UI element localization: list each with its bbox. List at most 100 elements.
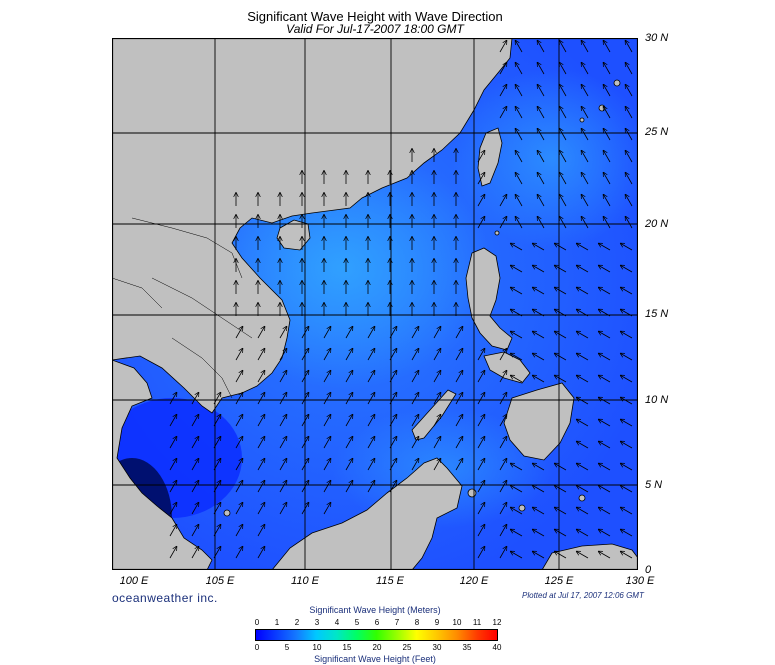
direction-arrow [455, 459, 463, 471]
direction-arrow [577, 486, 589, 493]
direction-arrow [235, 415, 243, 427]
colorbar-feet-ticks: 0 5 10 15 20 25 30 35 40 [0, 643, 775, 654]
chart-title: Significant Wave Height with Wave Direct… [247, 9, 503, 24]
direction-arrow [582, 217, 589, 229]
malay-peninsula [112, 359, 213, 570]
direction-arrow [511, 376, 523, 383]
direction-arrow [323, 481, 331, 493]
feet-tick: 0 [254, 643, 260, 652]
direction-arrow [235, 327, 243, 339]
direction-arrow [411, 437, 419, 449]
lat-lon-grid [112, 38, 638, 570]
direction-arrow [257, 415, 265, 427]
colorbar-title-meters: Significant Wave Height (Meters) [309, 605, 441, 615]
direction-arrow [621, 332, 633, 339]
direction-arrow [499, 217, 507, 229]
direction-arrow [499, 393, 507, 405]
direction-arrow [555, 530, 567, 537]
direction-arrow [257, 437, 265, 449]
direction-arrow [499, 415, 507, 427]
direction-arrow [511, 508, 523, 515]
direction-arrow [477, 393, 485, 405]
direction-arrow [621, 288, 633, 295]
direction-arrow [345, 393, 353, 405]
direction-arrow [555, 244, 567, 251]
meter-tick: 1 [274, 618, 280, 627]
direction-arrow [560, 173, 567, 185]
direction-arrow [499, 85, 507, 97]
direction-arrow [477, 151, 485, 163]
direction-arrow [555, 376, 567, 383]
wave-direction-arrows [169, 41, 633, 559]
direction-arrow [411, 327, 419, 339]
meter-tick: 7 [394, 618, 400, 627]
direction-arrow [582, 63, 589, 75]
direction-arrow [279, 371, 287, 383]
feet-tick: 15 [342, 643, 352, 652]
direction-arrow [323, 371, 331, 383]
direction-arrow [257, 327, 265, 339]
direction-arrow [323, 349, 331, 361]
meter-tick: 8 [414, 618, 420, 627]
direction-arrow [257, 349, 265, 361]
direction-arrow [538, 129, 545, 141]
direction-arrow [477, 217, 485, 229]
direction-arrow [191, 437, 199, 449]
direction-arrow [577, 288, 589, 295]
direction-arrow [169, 415, 177, 427]
direction-arrow [533, 552, 545, 559]
direction-arrow [516, 107, 523, 119]
direction-arrow [499, 503, 507, 515]
direction-arrow [345, 437, 353, 449]
direction-arrow [433, 349, 441, 361]
direction-arrow [555, 552, 567, 559]
direction-arrow [538, 173, 545, 185]
direction-arrow [169, 525, 177, 537]
direction-arrow [433, 437, 441, 449]
direction-arrow [367, 437, 375, 449]
direction-arrow [191, 481, 199, 493]
direction-arrow [538, 217, 545, 229]
direction-arrow [560, 151, 567, 163]
direction-arrow [599, 420, 611, 427]
direction-arrow [599, 244, 611, 251]
direction-arrow [516, 85, 523, 97]
direction-arrow [433, 415, 441, 427]
direction-arrow [621, 530, 633, 537]
lon-label-115e: 115 E [376, 575, 404, 587]
direction-arrow [511, 486, 523, 493]
meter-tick: 4 [334, 618, 340, 627]
direction-arrow [516, 151, 523, 163]
feet-tick: 5 [284, 643, 290, 652]
meter-tick: 11 [472, 618, 482, 627]
direction-arrow [599, 442, 611, 449]
direction-arrow [279, 327, 287, 339]
direction-arrow [477, 415, 485, 427]
lat-label-0: 0 [645, 564, 652, 576]
meter-tick: 2 [294, 618, 300, 627]
direction-arrow [499, 41, 507, 53]
direction-arrow [345, 327, 353, 339]
direction-arrow [367, 371, 375, 383]
plotted-timestamp: Plotted at Jul 17, 2007 12:06 GMT [522, 591, 644, 600]
meter-tick: 9 [434, 618, 440, 627]
direction-arrow [257, 393, 265, 405]
direction-arrow [323, 459, 331, 471]
direction-arrow [477, 459, 485, 471]
direction-arrow [604, 151, 611, 163]
direction-arrow [560, 107, 567, 119]
direction-arrow [323, 503, 331, 515]
direction-arrow [169, 481, 177, 493]
direction-arrow [577, 420, 589, 427]
direction-arrow [345, 371, 353, 383]
direction-arrow [599, 464, 611, 471]
direction-arrow [560, 41, 567, 53]
direction-arrow [621, 266, 633, 273]
direction-arrow [599, 288, 611, 295]
ryukyu-island [613, 79, 621, 87]
direction-arrow [577, 442, 589, 449]
direction-arrow [577, 398, 589, 405]
direction-arrow [538, 195, 545, 207]
feet-tick: 25 [402, 643, 412, 652]
direction-arrow [235, 481, 243, 493]
